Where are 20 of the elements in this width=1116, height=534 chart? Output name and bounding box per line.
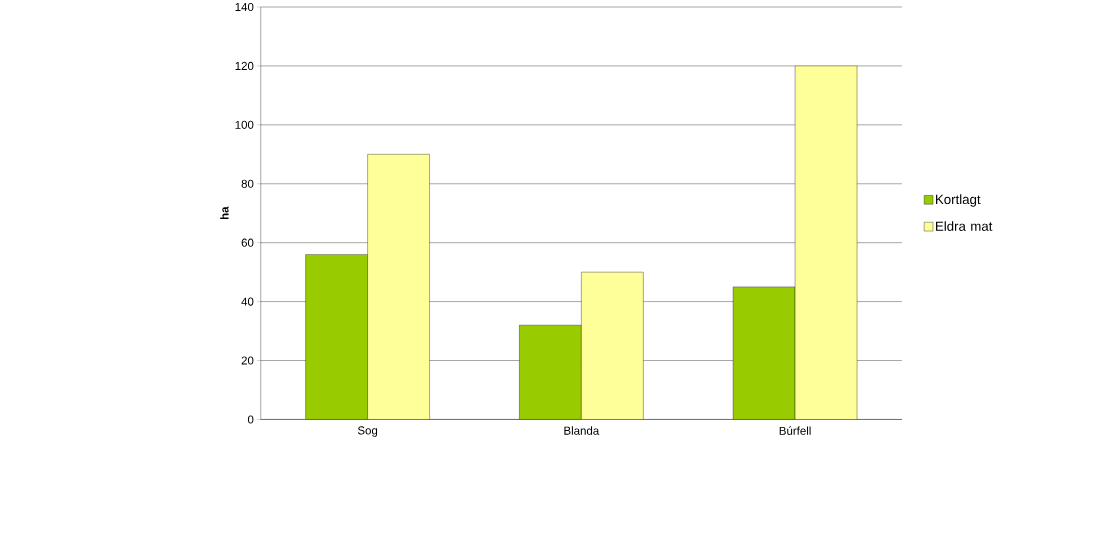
y-axis-title: ha — [220, 206, 229, 219]
y-tick-label: 120 — [235, 61, 254, 70]
x-tick-label: Búrfell — [779, 426, 811, 435]
y-tick-label: 40 — [241, 297, 254, 306]
y-tick-label: 140 — [235, 2, 254, 11]
y-tick-label: 60 — [241, 238, 254, 247]
bar — [581, 271, 644, 420]
x-tick-label: Blanda — [564, 426, 600, 435]
bar — [519, 324, 582, 420]
bar — [305, 254, 368, 420]
bar — [367, 153, 430, 420]
legend-label: Eldra mat — [936, 221, 993, 231]
legend-label: Kortlagt — [936, 194, 981, 207]
bar — [732, 286, 796, 420]
y-tick-label: 80 — [241, 179, 254, 188]
y-tick-label: 0 — [247, 415, 254, 424]
y-tick-label: 100 — [235, 120, 254, 129]
bar — [794, 65, 858, 420]
x-tick-label: Sog — [357, 426, 378, 437]
y-tick-label: 20 — [241, 356, 254, 365]
